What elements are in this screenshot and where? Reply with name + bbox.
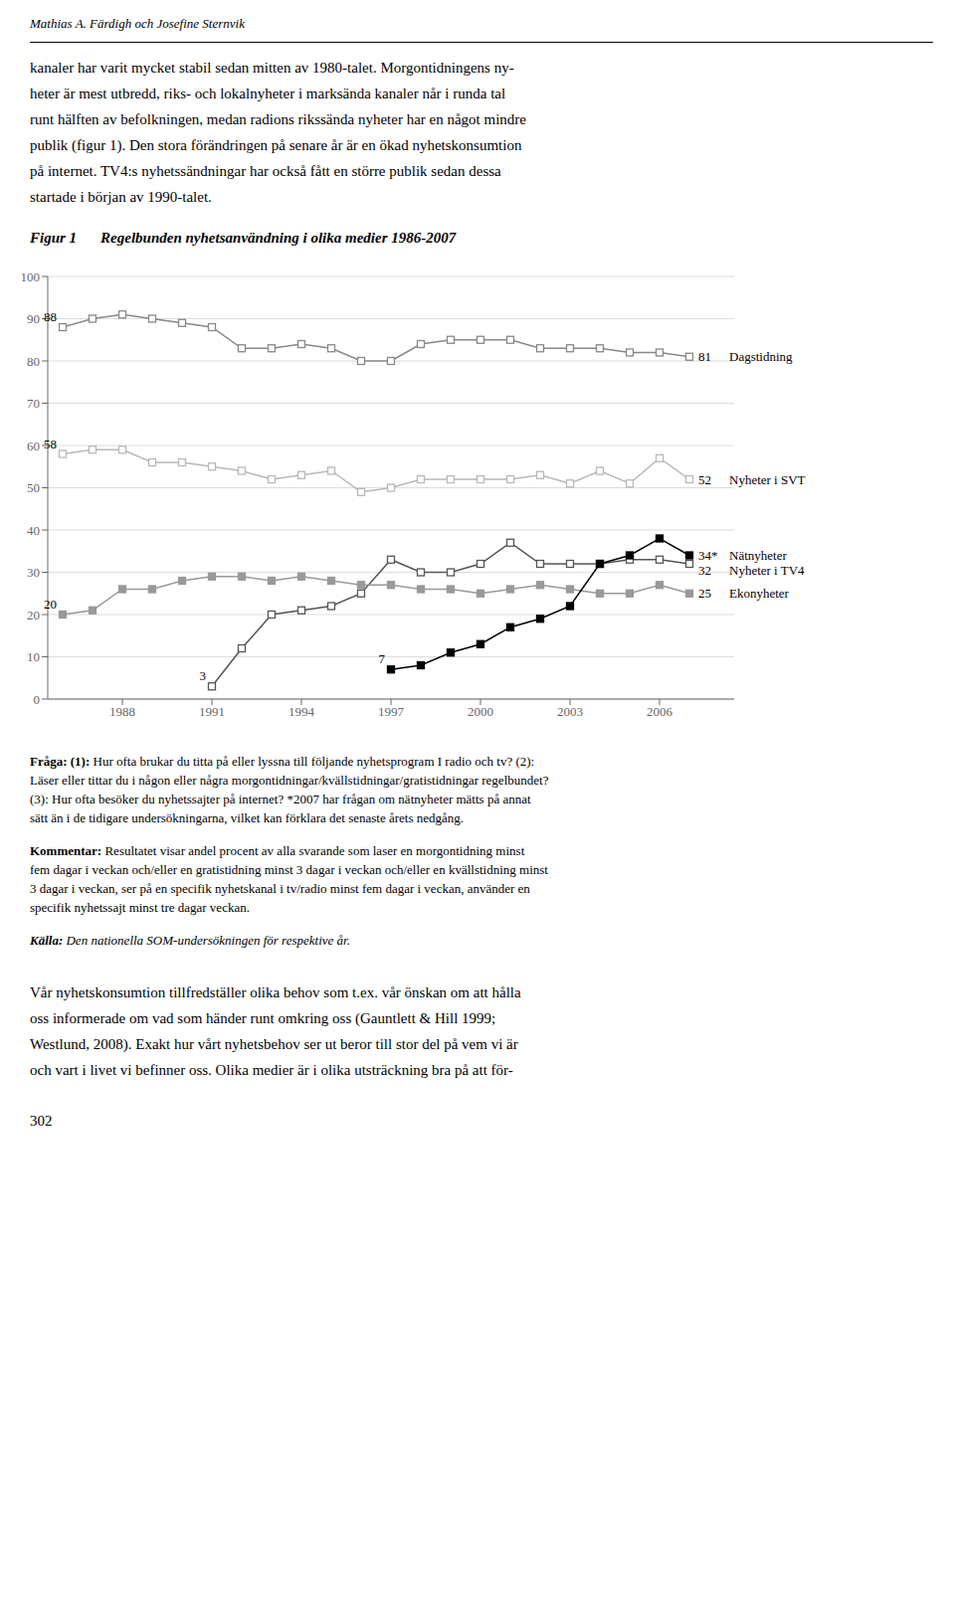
html-text:sätt än i de tidigare undersök: sätt än i de tidigare undersökningarna, … (29, 810, 464, 826)
svg-text:7: 7 (379, 651, 386, 667)
html-text:Kommentar: Resultatet visar an: Kommentar: Resultatet visar andel procen… (29, 843, 525, 859)
svg-text:90: 90 (26, 311, 40, 327)
svg-text:2006: 2006 (646, 704, 674, 720)
html-text:startade i början av 1990-tale: startade i början av 1990-talet. (29, 189, 212, 205)
svg-text:58: 58 (43, 436, 57, 452)
html-text:publik (figur 1). Den stora fö: publik (figur 1). Den stora förändringen… (29, 137, 522, 154)
html-text:Regelbunden nyhetsanvändning i: Regelbunden nyhetsanvändning i olika med… (100, 229, 456, 246)
html-text:kanaler har varit mycket stabi: kanaler har varit mycket stabil sedan mi… (29, 59, 515, 76)
svg-text:100: 100 (20, 269, 41, 285)
svg-text:81: 81 (698, 349, 712, 365)
html-text:på internet. TV4:s nyhetssändn: på internet. TV4:s nyhetssändningar har … (29, 163, 502, 180)
svg-text:3: 3 (199, 668, 207, 684)
svg-text:52: 52 (698, 472, 712, 488)
svg-text:70: 70 (26, 395, 40, 411)
svg-text:Nyheter i SVT: Nyheter i SVT (729, 472, 806, 488)
svg-text:10: 10 (26, 649, 40, 665)
svg-text:1994: 1994 (288, 704, 316, 720)
svg-text:1988: 1988 (109, 704, 136, 720)
html-text:heter är mest utbredd, riks- o: heter är mest utbredd, riks- och lokalny… (29, 85, 506, 102)
html-text:specifik nyhetssajt minst tre: specifik nyhetssajt minst tre dagar veck… (29, 900, 250, 916)
html-text:302: 302 (29, 1113, 53, 1130)
svg-text:Dagstidning: Dagstidning (729, 349, 793, 365)
svg-text:2000: 2000 (467, 704, 494, 720)
html-text:och vart i livet vi befinner o: och vart i livet vi befinner oss. Olika … (29, 1062, 514, 1079)
svg-text:34*: 34* (698, 548, 719, 564)
html-text:fem dagar i veckan och/eller e: fem dagar i veckan och/eller en gratisti… (29, 862, 549, 878)
html-text:3 dagar i veckan, ser på en sp: 3 dagar i veckan, ser på en specifik nyh… (29, 881, 531, 897)
svg-text:20: 20 (43, 596, 57, 612)
html-text:Mathias A. Färdigh och Josefin: Mathias A. Färdigh och Josefine Sternvik (29, 15, 245, 31)
svg-text:Ekonyheter: Ekonyheter (729, 585, 790, 601)
svg-text:88: 88 (43, 309, 57, 325)
html-text:Källa: Den nationella SOM-unde: Källa: Den nationella SOM-undersökningen… (29, 933, 351, 949)
html-text:(3): Hur ofta besöker du nyhet: (3): Hur ofta besöker du nyhetssajter på… (29, 791, 531, 807)
svg-text:2003: 2003 (557, 704, 583, 720)
svg-text:Nyheter i TV4: Nyheter i TV4 (729, 563, 805, 578)
svg-text:80: 80 (26, 354, 40, 370)
svg-text:0: 0 (33, 692, 41, 708)
html-text:Vår nyhetskonsumtion tillfreds: Vår nyhetskonsumtion tillfredställer oli… (29, 984, 521, 1001)
svg-text:25: 25 (698, 585, 712, 601)
svg-text:32: 32 (698, 563, 712, 578)
svg-text:60: 60 (26, 438, 40, 454)
html-text:Fråga: (1): Hur ofta brukar du: Fråga: (1): Hur ofta brukar du titta på … (29, 754, 535, 769)
svg-text:20: 20 (26, 607, 40, 623)
svg-text:1991: 1991 (198, 704, 225, 720)
svg-text:50: 50 (26, 480, 40, 496)
html-text:Westlund, 2008). Exakt hur vår: Westlund, 2008). Exakt hur vårt nyhetsbe… (29, 1036, 519, 1053)
svg-text:1997: 1997 (378, 704, 405, 720)
html-text:runt hälften av befolkningen,: runt hälften av befolkningen, medan radi… (29, 111, 527, 128)
html-text:Figur 1: Figur 1 (29, 229, 77, 246)
html-text:oss informerade om vad som hän: oss informerade om vad som händer runt o… (29, 1010, 496, 1027)
html-text:Läser eller tittar du i någon: Läser eller tittar du i någon eller någr… (29, 772, 549, 788)
svg-text:30: 30 (26, 565, 40, 580)
svg-text:Nätnyheter: Nätnyheter (729, 548, 787, 564)
svg-text:40: 40 (26, 523, 40, 539)
